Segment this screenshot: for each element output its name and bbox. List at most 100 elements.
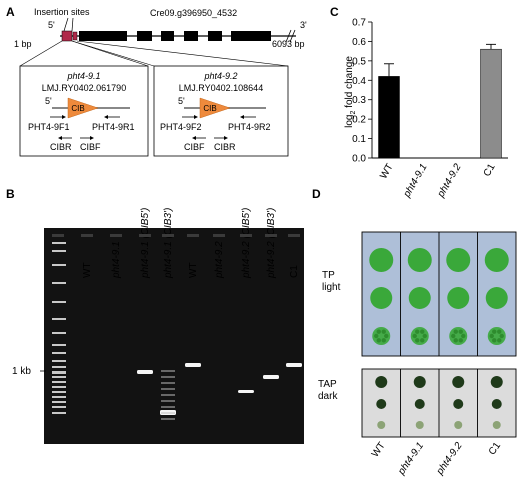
gel-well: [240, 234, 252, 237]
ladder-band: [52, 391, 66, 393]
gel-smear: [161, 412, 175, 414]
three-prime-label: 3': [300, 20, 307, 30]
colony-dot: [420, 329, 425, 334]
allele-1-five-prime: 5': [45, 96, 52, 106]
cib-label-2: CIB: [203, 104, 216, 113]
gel-band: [137, 370, 153, 374]
tp-label: TP: [322, 270, 335, 281]
y-axis-label-main: log: [344, 115, 355, 128]
colony-dot: [412, 333, 417, 339]
y-tick-label: 0.2: [352, 115, 366, 126]
allele-1-strain: LMJ.RY0402.061790: [42, 83, 126, 93]
y-tick-label: 0.4: [352, 76, 366, 87]
allele-box-1: pht4-9.1 LMJ.RY0402.061790 5' CIB PHT4-9…: [19, 65, 149, 157]
y-tick-label: 0.3: [352, 95, 366, 106]
strain-label: C1: [487, 440, 504, 457]
colony-spot: [369, 248, 394, 272]
y-tick-label: 0.0: [352, 154, 366, 165]
primer-r1: PHT4-9R1: [92, 122, 135, 132]
cibr-label-1: CIBR: [50, 142, 72, 152]
dark-label: dark: [318, 391, 338, 402]
colony-dot: [381, 338, 386, 343]
gel-well: [288, 234, 300, 237]
panel-a: A Insertion sites Cre09.g396950_4532 5' …: [6, 5, 307, 157]
ladder-band: [52, 401, 66, 403]
colony-dot: [492, 329, 497, 334]
colony-dot: [374, 333, 379, 339]
gel-smear: [161, 400, 175, 402]
colony-spot: [485, 287, 508, 309]
gene-model: [60, 29, 296, 43]
colony-spot: [415, 421, 424, 429]
primer-f1: PHT4-9F1: [28, 122, 70, 132]
colony-dot: [499, 333, 504, 339]
gel-smear: [161, 406, 175, 408]
ladder-band: [52, 301, 66, 303]
gel-smear: [161, 388, 175, 390]
bar: [480, 48, 502, 159]
colony-dot: [461, 333, 466, 339]
gene-name: Cre09.g396950_4532: [150, 8, 237, 18]
panel-b-letter: B: [6, 187, 15, 201]
y-tick-label: 0.1: [352, 134, 366, 145]
colony-spot: [370, 287, 393, 309]
cibr-label-2: CIBR: [214, 142, 236, 152]
colony-dot: [458, 338, 463, 343]
colony-spot: [454, 421, 463, 429]
gel-well: [265, 234, 277, 237]
colony-dot: [420, 338, 425, 343]
colony-spot: [453, 399, 464, 409]
start-bp-label: 1 bp: [14, 39, 32, 49]
colony-spot: [491, 399, 502, 409]
colony-dot: [415, 338, 420, 343]
colony-dot: [381, 329, 386, 334]
colony-dot: [376, 338, 381, 343]
allele-2-name: pht4-9.2: [203, 71, 237, 81]
colony-dot: [453, 329, 458, 334]
colony-spot: [377, 421, 386, 429]
tap-label: TAP: [318, 379, 337, 390]
y-axis-label-sub: 2: [350, 111, 357, 115]
ladder-band: [52, 371, 66, 374]
gel-smear: [161, 370, 175, 372]
strain-label: pht4-9.1: [396, 440, 427, 477]
x-tick-label: C1: [482, 162, 498, 179]
colony-dot: [497, 338, 502, 343]
ladder-band: [52, 360, 66, 362]
size-marker-label: 1 kb: [12, 366, 31, 377]
colony-spot: [446, 248, 471, 272]
x-tick-label: pht4-9.2: [435, 162, 464, 201]
cib-cassette-2: [199, 97, 231, 119]
colony-dot: [492, 338, 497, 343]
panel-d-letter: D: [312, 187, 321, 201]
colony-dot: [415, 329, 420, 334]
colony-dot: [497, 329, 502, 334]
primer-f2: PHT4-9F2: [160, 122, 202, 132]
colony-spot: [376, 399, 387, 409]
insertion-marker: [61, 30, 73, 42]
lane-label: pht4-9.1: [111, 241, 122, 279]
light-label: light: [322, 282, 341, 293]
lane-label: pht4-9.1 (CIB5'): [140, 208, 151, 279]
strain-label: pht4-9.2: [434, 440, 465, 478]
strain-label: WT: [370, 440, 388, 459]
colony-spot: [452, 376, 465, 388]
y-axis-label-rest: fold change: [344, 56, 355, 111]
gel-smear: [161, 382, 175, 384]
gel-smear: [161, 376, 175, 378]
colony-spot: [413, 376, 426, 388]
gel-well: [139, 234, 151, 237]
panel-b-gel: B 1 kb WT pht4-9.1 pht4-9.1 (CIB5') pht4-9.…: [6, 187, 304, 444]
y-tick-label: 0.7: [352, 18, 366, 29]
ladder-band: [52, 396, 66, 398]
y-tick-label: 0.6: [352, 37, 366, 48]
colony-spot: [407, 248, 432, 272]
primer-r2: PHT4-9R2: [228, 122, 271, 132]
x-tick-label: WT: [378, 162, 395, 181]
ladder-band: [52, 406, 66, 408]
colony-spot: [447, 287, 470, 309]
allele-1-name: pht4-9.1: [66, 71, 100, 81]
colony-dot: [451, 333, 456, 339]
lane-label: pht4-9.1 (CIB3'): [163, 208, 174, 279]
ladder-band: [52, 381, 66, 383]
